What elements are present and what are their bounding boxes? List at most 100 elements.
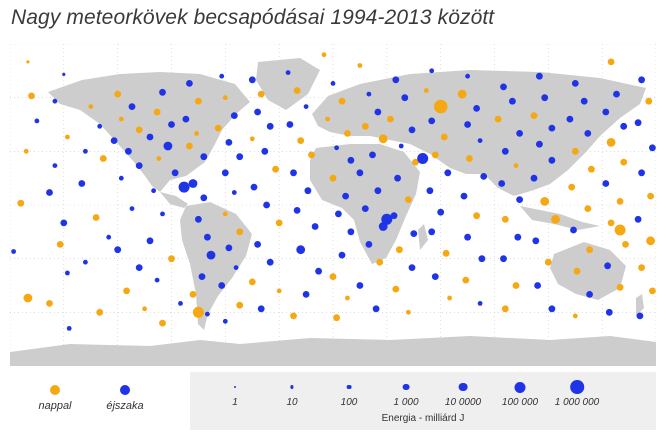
impact-night-marker bbox=[222, 318, 228, 324]
impact-night-marker bbox=[516, 196, 523, 204]
impact-day-marker bbox=[189, 291, 197, 298]
impact-night-marker bbox=[548, 305, 556, 313]
impact-night-marker bbox=[118, 175, 124, 181]
impact-day-marker bbox=[236, 301, 244, 309]
impact-night-marker bbox=[586, 291, 593, 298]
impact-night-marker bbox=[464, 233, 471, 241]
impact-night-marker bbox=[218, 282, 226, 289]
day-dot-icon bbox=[50, 385, 60, 395]
impact-night-marker bbox=[198, 273, 206, 280]
impact-night-marker bbox=[290, 169, 297, 177]
impact-night-marker bbox=[366, 91, 372, 97]
impact-day-marker bbox=[586, 246, 593, 254]
impact-day-marker bbox=[56, 241, 64, 248]
impact-day-marker bbox=[92, 214, 100, 221]
impact-night-marker bbox=[257, 305, 265, 313]
impact-night-marker bbox=[356, 282, 364, 289]
impact-night-marker bbox=[444, 169, 452, 177]
impact-night-marker bbox=[129, 206, 135, 212]
impact-night-marker bbox=[428, 117, 436, 125]
impact-day-marker bbox=[616, 283, 624, 291]
impact-day-marker bbox=[649, 287, 656, 295]
impact-night-marker bbox=[135, 162, 143, 169]
impact-night-marker bbox=[498, 180, 506, 187]
impact-night-marker bbox=[342, 192, 349, 200]
impact-night-marker bbox=[168, 121, 175, 128]
impact-night-marker bbox=[163, 141, 173, 151]
impact-day-marker bbox=[431, 151, 439, 159]
impact-night-marker bbox=[160, 211, 165, 217]
central-america bbox=[160, 192, 188, 208]
impact-night-marker bbox=[219, 73, 225, 79]
impact-night-marker bbox=[97, 123, 103, 129]
impact-day-marker bbox=[248, 278, 256, 286]
impact-night-marker bbox=[60, 219, 68, 227]
impact-day-marker bbox=[392, 285, 400, 293]
impact-night-marker bbox=[261, 147, 269, 155]
impact-night-marker bbox=[230, 112, 238, 119]
impact-day-marker bbox=[584, 205, 592, 213]
impact-night-marker bbox=[381, 213, 393, 225]
impact-night-marker bbox=[266, 122, 274, 130]
impact-day-marker bbox=[573, 267, 581, 275]
impact-day-marker bbox=[645, 97, 653, 105]
impact-day-marker bbox=[616, 198, 624, 205]
legend-energy: 1 10 100 1 000 10 0000 100 000 1 000 000 Energ… bbox=[190, 372, 656, 430]
impact-day-marker bbox=[344, 130, 351, 137]
impact-night-marker bbox=[195, 215, 202, 223]
impact-day-marker bbox=[321, 52, 327, 58]
impact-night-marker bbox=[52, 163, 58, 168]
impact-day-marker bbox=[544, 258, 552, 266]
impact-night-marker bbox=[428, 228, 436, 236]
impact-night-marker bbox=[221, 169, 229, 177]
impact-day-marker bbox=[257, 90, 265, 98]
impact-night-marker bbox=[52, 98, 58, 104]
impact-day-marker bbox=[118, 116, 124, 122]
impact-night-marker bbox=[604, 262, 611, 270]
impact-night-marker bbox=[477, 301, 483, 306]
impact-night-marker bbox=[236, 153, 244, 161]
impact-night-marker bbox=[159, 88, 166, 96]
impact-night-marker bbox=[429, 68, 435, 74]
impact-night-marker bbox=[584, 130, 592, 137]
impact-night-marker bbox=[417, 153, 429, 164]
impact-day-marker bbox=[156, 156, 162, 161]
impact-night-marker bbox=[330, 81, 336, 86]
impact-night-marker bbox=[634, 119, 642, 127]
impact-night-marker bbox=[465, 73, 470, 79]
impact-day-marker bbox=[329, 174, 337, 182]
indonesia bbox=[520, 206, 600, 230]
impact-night-marker bbox=[254, 241, 261, 248]
impact-day-marker bbox=[333, 314, 340, 322]
impact-night-marker bbox=[34, 118, 40, 124]
impact-day-marker bbox=[376, 258, 384, 266]
impact-night-marker bbox=[356, 169, 364, 177]
night-dot-icon bbox=[120, 385, 130, 395]
impact-night-marker bbox=[365, 241, 373, 248]
impact-day-marker bbox=[647, 192, 654, 200]
impact-day-marker bbox=[361, 122, 369, 130]
impact-day-marker bbox=[23, 148, 29, 154]
impact-day-marker bbox=[135, 126, 143, 134]
impact-night-marker bbox=[285, 70, 291, 75]
impact-night-marker bbox=[638, 169, 645, 177]
impact-night-marker bbox=[369, 151, 376, 159]
antarctica bbox=[10, 336, 656, 366]
impact-night-marker bbox=[509, 97, 516, 105]
impact-day-marker bbox=[249, 136, 255, 142]
impact-day-marker bbox=[494, 115, 502, 123]
africa bbox=[310, 144, 420, 264]
impact-day-marker bbox=[572, 313, 578, 319]
impact-day-marker bbox=[96, 308, 104, 316]
impact-day-marker bbox=[297, 137, 305, 144]
impact-night-marker bbox=[536, 140, 543, 148]
impact-night-marker bbox=[125, 147, 132, 155]
impact-night-marker bbox=[182, 115, 190, 123]
impact-night-marker bbox=[83, 148, 88, 154]
impact-night-marker bbox=[335, 210, 342, 218]
impact-night-marker bbox=[602, 180, 610, 187]
impact-night-marker bbox=[154, 277, 160, 283]
impact-night-marker bbox=[225, 244, 233, 252]
impact-night-marker bbox=[390, 212, 398, 220]
impact-day-marker bbox=[114, 90, 122, 98]
